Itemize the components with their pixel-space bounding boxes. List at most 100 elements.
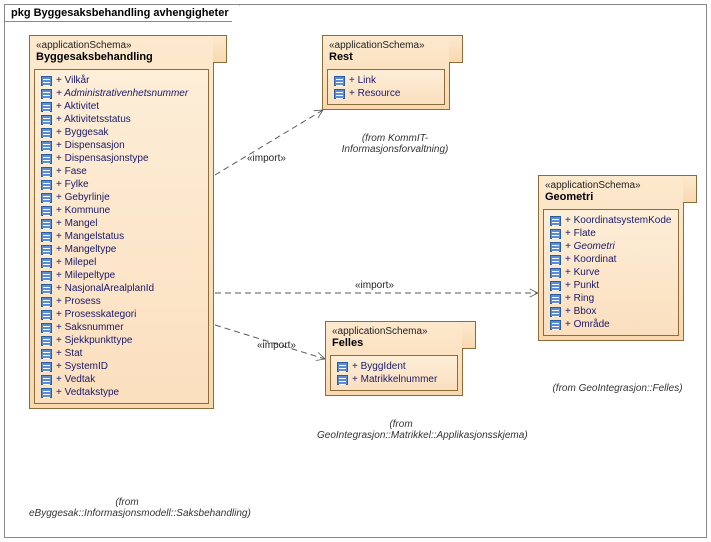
attribute-row: + Aktivitetsstatus xyxy=(39,113,204,126)
class-icon xyxy=(41,102,52,112)
class-icon xyxy=(41,362,52,372)
attribute-text: + KoordinatsystemKode xyxy=(565,215,671,226)
attribute-row: + Milepeltype xyxy=(39,269,204,282)
attribute-text: + Geometri xyxy=(565,241,615,252)
attribute-row: + Dispensasjon xyxy=(39,139,204,152)
class-icon xyxy=(41,167,52,177)
class-icon xyxy=(41,375,52,385)
class-icon xyxy=(41,349,52,359)
class-icon xyxy=(41,219,52,229)
attribute-row: + Prosess xyxy=(39,295,204,308)
stereotype: «applicationSchema» xyxy=(36,40,207,51)
attribute-text: + Saksnummer xyxy=(56,322,124,333)
from-note-rest: (from KommIT-Informasjonsforvaltning) xyxy=(325,133,465,155)
attribute-text: + Bbox xyxy=(565,306,596,317)
attribute-text: + Aktivitet xyxy=(56,101,99,112)
attribute-text: + Byggesak xyxy=(56,127,109,138)
attribute-text: + Mangelstatus xyxy=(56,231,124,242)
attribute-row: + Vilkår xyxy=(39,74,204,87)
attribute-text: + Dispensasjonstype xyxy=(56,153,149,164)
class-icon xyxy=(334,89,345,99)
attribute-text: + Vilkår xyxy=(56,75,89,86)
package-title: Rest xyxy=(329,51,443,63)
class-icon xyxy=(550,281,561,291)
attribute-text: + Mangel xyxy=(56,218,97,229)
attribute-row: + SystemID xyxy=(39,360,204,373)
package-tab xyxy=(462,321,476,349)
attribute-row: + Bbox xyxy=(548,305,674,318)
package-header: «applicationSchema» Geometri xyxy=(539,176,683,205)
attribute-row: + Milepel xyxy=(39,256,204,269)
package-title: Byggesaksbehandling xyxy=(36,51,207,63)
attribute-row: + Område xyxy=(548,318,674,331)
class-icon xyxy=(550,255,561,265)
attribute-row: + Mangelstatus xyxy=(39,230,204,243)
class-icon xyxy=(41,154,52,164)
class-icon xyxy=(41,193,52,203)
attribute-text: + Stat xyxy=(56,348,82,359)
attribute-row: + Geometri xyxy=(548,240,674,253)
attribute-text: + Vedtak xyxy=(56,374,95,385)
package-header: «applicationSchema» Rest xyxy=(323,36,449,65)
attribute-row: + Mangeltype xyxy=(39,243,204,256)
attribute-text: + Koordinat xyxy=(565,254,616,265)
class-icon xyxy=(337,375,348,385)
attribute-row: + Aktivitet xyxy=(39,100,204,113)
attribute-row: + Administrativenhetsnummer xyxy=(39,87,204,100)
class-icon xyxy=(41,297,52,307)
attribute-text: + Sjekkpunkttype xyxy=(56,335,132,346)
import-label-3: «import» xyxy=(257,340,296,351)
attribute-row: + Link xyxy=(332,74,440,87)
attribute-text: + Kurve xyxy=(565,267,600,278)
attribute-row: + Byggesak xyxy=(39,126,204,139)
class-icon xyxy=(550,268,561,278)
package-header: «applicationSchema» Felles xyxy=(326,322,462,351)
attribute-row: + Punkt xyxy=(548,279,674,292)
attribute-row: + Sjekkpunkttype xyxy=(39,334,204,347)
class-icon xyxy=(334,76,345,86)
attribute-text: + Prosesskategori xyxy=(56,309,136,320)
attribute-row: + Kommune xyxy=(39,204,204,217)
class-icon xyxy=(41,388,52,398)
class-icon xyxy=(41,180,52,190)
attribute-text: + Prosess xyxy=(56,296,101,307)
class-icon xyxy=(550,320,561,330)
import-label-2: «import» xyxy=(355,280,394,291)
attribute-text: + ByggIdent xyxy=(352,361,406,372)
diagram-frame: pkg Byggesaksbehandling avhengigheter «i… xyxy=(4,4,707,538)
attribute-row: + Koordinat xyxy=(548,253,674,266)
attribute-text: + Dispensasjon xyxy=(56,140,125,151)
stereotype: «applicationSchema» xyxy=(329,40,443,51)
attribute-row: + Resource xyxy=(332,87,440,100)
attribute-text: + Administrativenhetsnummer xyxy=(56,88,188,99)
class-icon xyxy=(41,89,52,99)
attribute-text: + Fase xyxy=(56,166,87,177)
package-rest: «applicationSchema» Rest + Link+ Resourc… xyxy=(322,35,450,110)
class-icon xyxy=(41,115,52,125)
attribute-text: + Vedtakstype xyxy=(56,387,119,398)
package-title: Geometri xyxy=(545,191,677,203)
package-tab xyxy=(449,35,463,63)
class-icon xyxy=(41,206,52,216)
package-title: Felles xyxy=(332,337,456,349)
attribute-text: + Fylke xyxy=(56,179,89,190)
class-icon xyxy=(41,336,52,346)
class-icon xyxy=(337,362,348,372)
attribute-row: + ByggIdent xyxy=(335,360,453,373)
class-icon xyxy=(41,76,52,86)
attribute-row: + KoordinatsystemKode xyxy=(548,214,674,227)
class-icon xyxy=(550,294,561,304)
stereotype: «applicationSchema» xyxy=(545,180,677,191)
attribute-text: + Mangeltype xyxy=(56,244,116,255)
attribute-row: + Fase xyxy=(39,165,204,178)
class-icon xyxy=(41,245,52,255)
attribute-text: + NasjonalArealplanId xyxy=(56,283,154,294)
attribute-row: + Fylke xyxy=(39,178,204,191)
attribute-row: + Ring xyxy=(548,292,674,305)
stereotype: «applicationSchema» xyxy=(332,326,456,337)
attribute-text: + Matrikkelnummer xyxy=(352,374,437,385)
package-geometri: «applicationSchema» Geometri + Koordinat… xyxy=(538,175,684,341)
class-icon xyxy=(550,307,561,317)
package-tab xyxy=(213,35,227,63)
attribute-row: + Dispensasjonstype xyxy=(39,152,204,165)
